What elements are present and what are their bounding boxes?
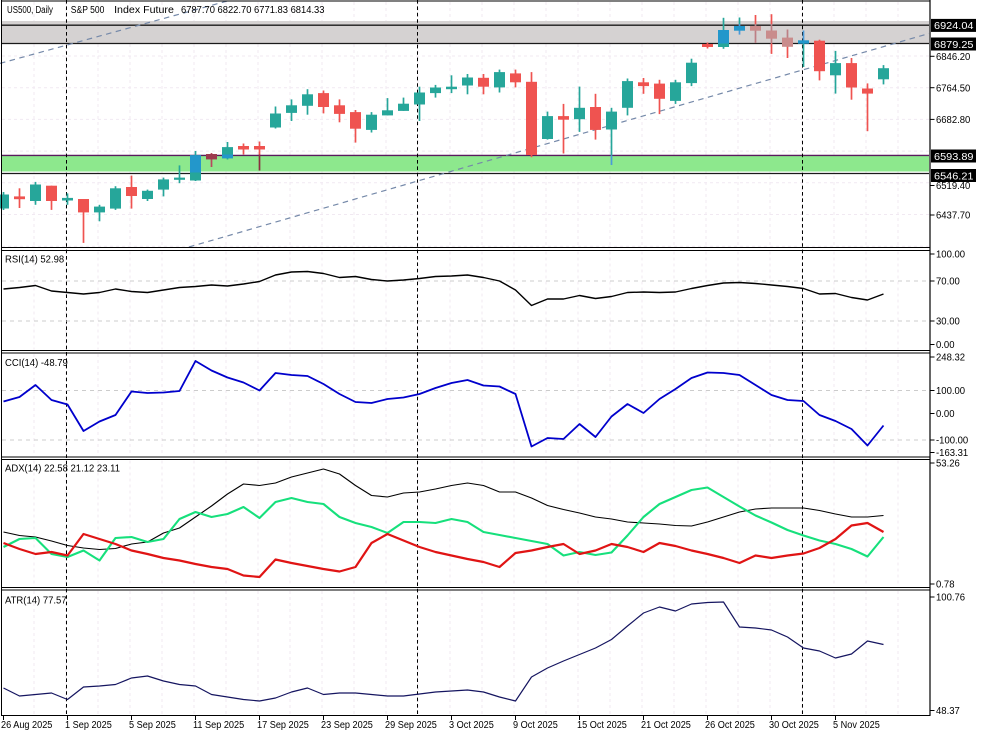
svg-text:6437.70: 6437.70 [936, 211, 971, 222]
svg-text:Index Future: Index Future [114, 5, 174, 16]
svg-text:ADX(14) 22.58 21.12 23.11: ADX(14) 22.58 21.12 23.11 [5, 464, 120, 475]
svg-text:-163.31: -163.31 [936, 448, 969, 459]
svg-text:-100.00: -100.00 [936, 436, 969, 447]
svg-text:100.00: 100.00 [936, 386, 966, 397]
svg-text:21 Oct 2025: 21 Oct 2025 [641, 720, 691, 731]
svg-text:CCI(14) -48.79: CCI(14) -48.79 [5, 358, 68, 369]
svg-text:6787.70 6822.70 6771.83 6814.3: 6787.70 6822.70 6771.83 6814.33 [181, 5, 325, 16]
svg-text:5 Nov 2025: 5 Nov 2025 [833, 720, 880, 731]
svg-text:30.00: 30.00 [936, 317, 960, 328]
svg-text:17 Sep 2025: 17 Sep 2025 [257, 720, 309, 731]
svg-text:0.00: 0.00 [936, 409, 955, 420]
svg-text:6682.80: 6682.80 [936, 115, 971, 126]
svg-text:70.00: 70.00 [936, 277, 960, 288]
svg-text:48.37: 48.37 [936, 706, 960, 717]
svg-text:6764.50: 6764.50 [936, 83, 971, 94]
svg-text:26 Oct 2025: 26 Oct 2025 [705, 720, 755, 731]
svg-text:100.00: 100.00 [936, 250, 966, 261]
svg-text:248.32: 248.32 [936, 353, 966, 364]
svg-text:11 Sep 2025: 11 Sep 2025 [193, 720, 245, 731]
svg-text:5 Sep 2025: 5 Sep 2025 [129, 720, 176, 731]
svg-text:15 Oct 2025: 15 Oct 2025 [577, 720, 627, 731]
svg-text:S&P 500: S&P 500 [71, 5, 105, 16]
svg-text:0.78: 0.78 [936, 580, 955, 591]
svg-text:23 Sep 2025: 23 Sep 2025 [321, 720, 373, 731]
svg-text:6924.04: 6924.04 [934, 21, 974, 32]
svg-text:1 Sep 2025: 1 Sep 2025 [65, 720, 112, 731]
svg-text:ATR(14) 77.57: ATR(14) 77.57 [5, 596, 67, 607]
svg-text:6546.21: 6546.21 [934, 171, 974, 182]
svg-text:0.00: 0.00 [936, 340, 955, 351]
svg-text:53.26: 53.26 [936, 459, 960, 470]
svg-text:6519.40: 6519.40 [936, 181, 971, 192]
svg-text:26 Aug 2025: 26 Aug 2025 [1, 720, 53, 731]
svg-text:29 Sep 2025: 29 Sep 2025 [385, 720, 437, 731]
svg-text:US500, Daily: US500, Daily [7, 5, 53, 16]
svg-text:RSI(14) 52.98: RSI(14) 52.98 [5, 255, 65, 266]
svg-text:30 Oct 2025: 30 Oct 2025 [769, 720, 819, 731]
svg-text:3 Oct 2025: 3 Oct 2025 [449, 720, 494, 731]
svg-text:6846.20: 6846.20 [936, 52, 971, 63]
svg-text:100.76: 100.76 [936, 593, 966, 604]
svg-text:6879.25: 6879.25 [934, 40, 974, 51]
svg-text:9 Oct 2025: 9 Oct 2025 [513, 720, 558, 731]
svg-text:6593.89: 6593.89 [934, 152, 974, 163]
